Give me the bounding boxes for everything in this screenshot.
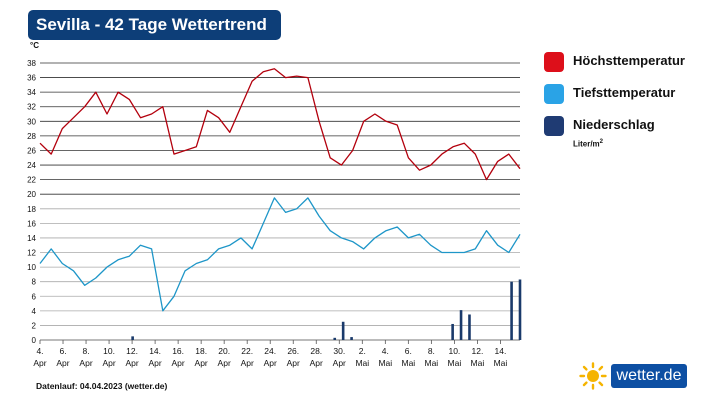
x-tick-month: Apr [79,358,92,368]
chart-gridlines [40,62,520,341]
x-tick-day: 14. [495,346,507,356]
y-tick-label: 16 [27,219,36,228]
x-tick-day: 20. [218,346,230,356]
page-title: Sevilla - 42 Tage Wettertrend [28,10,281,40]
x-tick-month: Apr [125,358,138,368]
y-tick-label: 28 [27,132,36,141]
x-axis-ticks: 4. Apr 6. Apr 8. Apr 10. Apr 12. Apr 14. Apr 16. Apr 1… [33,340,507,368]
x-tick-day: 8. [82,346,89,356]
precip-bar [518,279,522,340]
y-tick-label: 6 [32,292,37,301]
x-tick-month: Apr [333,358,346,368]
x-tick-month: Mai [355,358,369,368]
x-tick-day: 10. [448,346,460,356]
precip-bar [510,281,513,340]
series-line-low [39,197,521,312]
legend-swatch-high [544,52,564,72]
x-tick-day: 10. [103,346,115,356]
x-tick-month: Apr [310,358,323,368]
y-tick-label: 38 [27,59,36,68]
y-tick-label: 0 [32,336,37,345]
y-tick-label: 14 [27,234,36,243]
x-tick-day: 26. [287,346,299,356]
data-run-footnote: Datenlauf: 04.04.2023 (wetter.de) [36,381,168,391]
x-tick-month: Apr [218,358,231,368]
legend-swatch-precip [544,116,564,136]
x-tick-day: 6. [59,346,66,356]
x-tick-day: 6. [405,346,412,356]
y-tick-label: 34 [27,88,36,97]
y-tick-label: 18 [27,205,36,214]
legend-label-precip: Niederschlag [573,117,655,132]
x-tick-month: Apr [56,358,69,368]
precip-bar [459,310,463,340]
x-tick-month: Mai [448,358,462,368]
x-tick-month: Apr [148,358,161,368]
precip-bar [451,323,454,340]
series-line-high [39,68,521,181]
y-tick-label: 12 [27,249,36,258]
y-tick-label: 22 [27,176,36,185]
precip-bar [333,337,337,340]
y-tick-label: 2 [32,321,37,330]
legend-label-low: Tiefsttemperatur [573,85,676,100]
x-tick-day: 16. [172,346,184,356]
brand-text: wetter.de [611,364,687,388]
x-tick-day: 22. [241,346,253,356]
precip-bar [468,314,471,340]
x-tick-month: Apr [33,358,46,368]
x-tick-month: Mai [425,358,439,368]
precip-bar [341,321,345,340]
x-tick-month: Apr [241,358,254,368]
x-tick-day: 8. [428,346,435,356]
y-tick-label: 36 [27,74,36,83]
y-tick-label: 10 [27,263,36,272]
legend-label-high: Höchsttemperatur [573,53,685,68]
y-tick-label: 26 [27,146,36,155]
y-tick-label: 30 [27,117,36,126]
x-tick-month: Mai [494,358,508,368]
x-tick-day: 24. [264,346,276,356]
x-tick-day: 2. [359,346,366,356]
x-tick-month: Apr [264,358,277,368]
y-tick-label: 8 [32,278,37,287]
x-tick-month: Mai [471,358,485,368]
precip-unit: Liter/m2 [573,139,604,149]
sun-icon [579,362,607,390]
y-tick-label: 32 [27,103,36,112]
y-tick-label: 20 [27,190,36,199]
x-tick-day: 14. [149,346,161,356]
x-tick-day: 4. [36,346,43,356]
x-tick-day: 12. [471,346,483,356]
x-tick-day: 30. [333,346,345,356]
precip-bar [350,337,353,340]
brand-logo[interactable]: wetter.de [579,362,689,390]
x-tick-month: Apr [102,358,115,368]
legend-swatch-low [544,84,564,104]
y-tick-label: 24 [27,161,36,170]
x-tick-month: Apr [195,358,208,368]
y-tick-label: 4 [32,307,37,316]
x-tick-day: 12. [126,346,138,356]
x-tick-day: 18. [195,346,207,356]
x-tick-month: Apr [172,358,185,368]
x-tick-day: 4. [382,346,389,356]
y-axis-unit: °C [30,41,39,50]
x-tick-month: Mai [401,358,415,368]
precip-bar [131,336,134,340]
x-tick-month: Apr [287,358,300,368]
x-tick-day: 28. [310,346,322,356]
precipitation-bars [131,279,522,340]
x-tick-month: Mai [378,358,392,368]
